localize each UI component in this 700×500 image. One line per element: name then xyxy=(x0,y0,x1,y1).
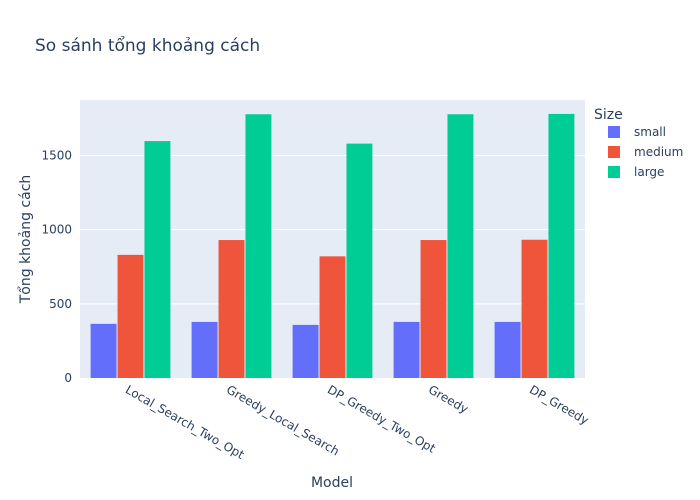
bar-small[interactable] xyxy=(191,321,218,378)
bar-medium[interactable] xyxy=(521,239,548,378)
legend-swatch-small[interactable] xyxy=(608,126,620,138)
bar-small[interactable] xyxy=(393,321,420,378)
y-axis-title: Tổng khoảng cách xyxy=(17,175,34,305)
x-tick-label: Greedy xyxy=(426,382,471,416)
y-tick-label: 1000 xyxy=(41,223,72,237)
bar-large[interactable] xyxy=(245,114,272,378)
legend: Size small medium large xyxy=(594,107,683,179)
bar-small[interactable] xyxy=(90,323,117,378)
legend-title: Size xyxy=(594,107,623,123)
x-tick-label: DP_Greedy xyxy=(527,382,591,427)
legend-swatch-large[interactable] xyxy=(608,166,620,178)
bar-medium[interactable] xyxy=(117,254,144,378)
bars xyxy=(90,113,575,378)
bar-medium[interactable] xyxy=(319,256,346,378)
bar-large[interactable] xyxy=(548,113,575,378)
legend-swatch-medium[interactable] xyxy=(608,146,620,158)
legend-label-large[interactable]: large xyxy=(634,165,664,179)
bar-large[interactable] xyxy=(346,143,373,378)
x-tick-label: DP_Greedy_Two_Opt xyxy=(325,382,438,455)
y-axis-ticks: 0 500 1000 1500 xyxy=(41,148,72,385)
bar-small[interactable] xyxy=(494,321,521,378)
bar-large[interactable] xyxy=(447,114,474,378)
bar-medium[interactable] xyxy=(218,240,245,378)
y-tick-label: 1500 xyxy=(41,148,72,162)
chart-title: So sánh tổng khoảng cách xyxy=(35,35,260,56)
bar-medium[interactable] xyxy=(420,240,447,378)
y-tick-label: 0 xyxy=(64,371,72,385)
legend-label-small[interactable]: small xyxy=(634,125,666,139)
x-axis-ticks: Local_Search_Two_OptGreedy_Local_SearchD… xyxy=(123,382,591,462)
legend-label-medium[interactable]: medium xyxy=(634,145,683,159)
y-tick-label: 500 xyxy=(49,297,72,311)
x-axis-title: Model xyxy=(311,475,353,491)
bar-large[interactable] xyxy=(144,141,171,378)
bar-small[interactable] xyxy=(292,324,319,378)
